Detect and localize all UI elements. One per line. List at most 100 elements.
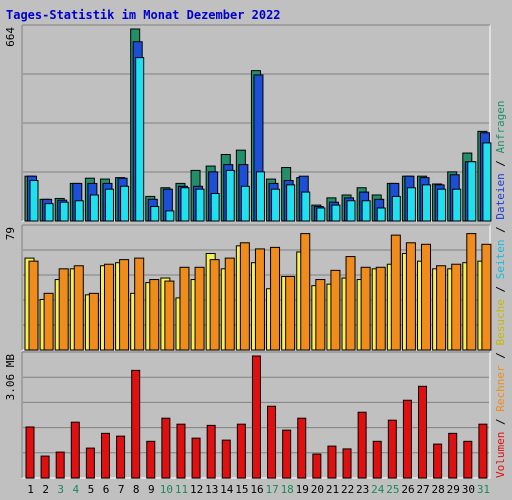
seiten-bar-day-15: [240, 185, 250, 222]
volumen-bar-day-1: [25, 426, 35, 479]
volume-panel-max-label: 3.06 MB: [4, 354, 17, 401]
rechner-bar-day-1: [28, 260, 39, 351]
x-tick-label-day-31: 31: [477, 483, 490, 496]
x-tick-label-day-12: 12: [190, 483, 203, 496]
rechner-bar-day-27: [421, 243, 432, 351]
rechner-bar-day-30: [466, 233, 477, 351]
seiten-bar-day-10: [165, 210, 175, 222]
rechner-bar-day-5: [88, 292, 99, 351]
rechner-bar-day-13: [209, 259, 220, 351]
x-tick-label-day-25: 25: [386, 483, 399, 496]
volumen-bar-day-23: [357, 411, 367, 479]
rechner-bar-day-26: [405, 242, 416, 351]
seiten-bar-day-6: [104, 188, 114, 222]
x-tick-label-day-15: 15: [235, 483, 248, 496]
volumen-bar-day-18: [282, 429, 292, 479]
x-tick-label-day-8: 8: [133, 483, 140, 496]
rechner-bar-day-25: [390, 234, 401, 351]
volumen-bar-day-24: [372, 440, 382, 479]
x-tick-label-day-14: 14: [220, 483, 234, 496]
right-legend-text: Volumen / Rechner / Besuche / Seiten / D…: [494, 100, 507, 478]
volumen-bar-day-3: [55, 451, 65, 479]
seiten-bar-day-26: [406, 187, 416, 222]
rechner-bar-day-3: [58, 268, 69, 351]
rechner-bar-day-7: [119, 259, 130, 351]
legend-separator: /: [494, 153, 507, 173]
seiten-bar-day-2: [44, 203, 54, 222]
seiten-bar-day-17: [271, 188, 281, 222]
legend-item-anfragen: Anfragen: [494, 100, 507, 153]
rechner-bar-day-12: [194, 266, 205, 351]
seiten-bar-day-1: [29, 180, 39, 222]
x-tick-label-day-6: 6: [103, 483, 110, 496]
seiten-bar-day-18: [286, 184, 296, 222]
rechner-bar-day-22: [345, 256, 356, 351]
volumen-bar-day-17: [267, 405, 277, 479]
volumen-bar-day-9: [146, 440, 156, 479]
volumen-bar-day-12: [191, 437, 201, 479]
seiten-bar-day-12: [195, 188, 205, 222]
rechner-bar-day-16: [254, 248, 265, 351]
rechner-bar-day-15: [239, 242, 250, 351]
legend-separator: /: [494, 412, 507, 432]
seiten-bar-day-9: [150, 206, 160, 222]
rechner-bar-day-19: [300, 233, 311, 351]
seiten-bar-day-27: [422, 184, 432, 222]
x-tick-label-day-29: 29: [447, 483, 460, 496]
seiten-bar-day-7: [120, 185, 130, 222]
rechner-bar-day-11: [179, 266, 190, 351]
volumen-bar-day-31: [478, 423, 488, 479]
seiten-bar-day-29: [452, 188, 462, 222]
x-tick-label-day-19: 19: [296, 483, 309, 496]
rechner-bar-day-2: [43, 292, 54, 351]
seiten-bar-day-31: [482, 142, 492, 222]
rechner-bar-day-9: [149, 279, 160, 351]
x-tick-label-day-21: 21: [326, 483, 339, 496]
volumen-bar-day-11: [176, 423, 186, 479]
volumen-bar-day-19: [297, 417, 307, 479]
x-tick-label-day-22: 22: [341, 483, 354, 496]
x-tick-label-day-17: 17: [265, 483, 278, 496]
x-tick-label-day-7: 7: [118, 483, 125, 496]
seiten-bar-day-30: [467, 161, 477, 222]
seiten-bar-day-19: [301, 191, 311, 222]
x-tick-label-day-3: 3: [57, 483, 64, 496]
rechner-bar-day-17: [270, 246, 281, 351]
page-title: Tages-Statistik im Monat Dezember 2022: [6, 8, 281, 22]
volumen-bar-day-26: [402, 399, 412, 479]
rechner-bar-day-4: [73, 265, 84, 351]
seiten-bar-day-16: [255, 171, 265, 222]
rechner-bar-day-18: [285, 275, 296, 351]
volumen-bar-day-2: [40, 455, 50, 479]
rechner-bar-day-24: [375, 266, 386, 351]
seiten-bar-day-13: [210, 193, 220, 222]
volumen-bar-day-7: [116, 435, 126, 479]
volumen-bar-day-14: [221, 439, 231, 479]
x-tick-label-day-5: 5: [88, 483, 95, 496]
x-tick-label-day-2: 2: [42, 483, 49, 496]
x-tick-label-day-1: 1: [27, 483, 34, 496]
seiten-bar-day-4: [74, 200, 84, 222]
volumen-bar-day-16: [251, 355, 261, 479]
seiten-bar-day-14: [225, 169, 235, 222]
seiten-bar-day-20: [316, 207, 326, 222]
visits-panel-max-label: 79: [4, 227, 17, 240]
seiten-bar-day-21: [331, 204, 341, 222]
volumen-bar-day-28: [433, 443, 443, 479]
rechner-bar-day-21: [330, 269, 341, 351]
seiten-bar-day-28: [437, 188, 447, 222]
legend-separator: /: [494, 220, 507, 240]
rechner-bar-day-6: [103, 263, 114, 351]
x-tick-label-day-28: 28: [432, 483, 445, 496]
rechner-bar-day-28: [436, 265, 447, 351]
legend-item-besuche: Besuche: [494, 299, 507, 345]
seiten-bar-day-24: [376, 207, 386, 222]
volumen-bar-day-5: [85, 447, 95, 479]
volumen-bar-day-8: [131, 369, 141, 479]
rechner-bar-day-31: [481, 243, 492, 351]
volumen-bar-day-20: [312, 453, 322, 479]
legend-item-volumen: Volumen: [494, 432, 507, 478]
rechner-bar-day-8: [134, 257, 145, 351]
hits-panel-max-label: 664: [4, 27, 17, 47]
